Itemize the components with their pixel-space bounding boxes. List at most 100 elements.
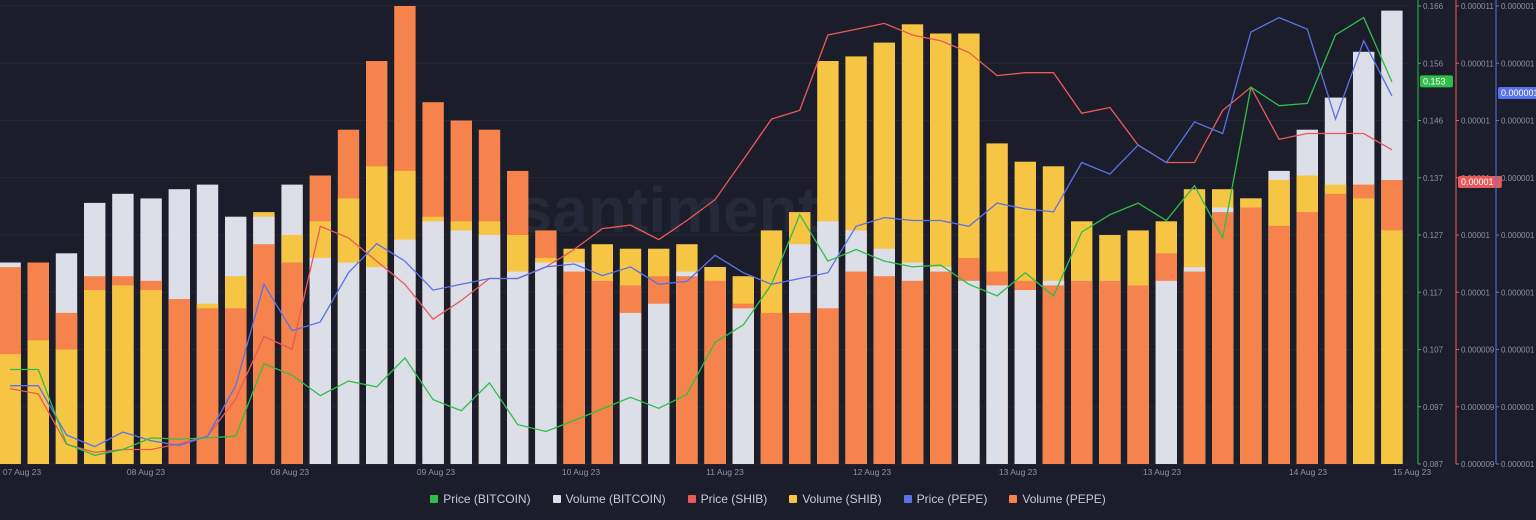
bitcoin-tick-label: 0.137 bbox=[1423, 174, 1444, 183]
shib-volume-bar bbox=[84, 290, 106, 464]
btc-volume-bar bbox=[366, 267, 388, 464]
chart-legend: Price (BITCOIN) Volume (BITCOIN) Price (… bbox=[0, 486, 1536, 512]
legend-swatch bbox=[552, 495, 561, 503]
pepe-volume-bar bbox=[1268, 225, 1290, 464]
legend-label: Price (PEPE) bbox=[916, 492, 988, 506]
x-tick-label: 08 Aug 23 bbox=[271, 467, 310, 477]
legend-item-shib-volume[interactable]: Volume (SHIB) bbox=[789, 492, 882, 506]
pepe-volume-bar bbox=[760, 312, 783, 464]
pepe-volume-bar bbox=[930, 271, 952, 464]
shib-tick-label: 0.000011 bbox=[1461, 2, 1494, 11]
bitcoin-price-badge-label: 0.153 bbox=[1423, 76, 1446, 86]
pepe-volume-bar bbox=[563, 271, 585, 464]
price-lines bbox=[9, 16, 1393, 456]
pepe-volume-bar bbox=[704, 280, 726, 464]
pepe-volume-bar bbox=[1212, 212, 1234, 464]
pepe-tick-label: 0.000001 bbox=[1501, 288, 1535, 297]
x-axis: 07 Aug 23 08 Aug 23 08 Aug 23 09 Aug 23 10 A… bbox=[3, 467, 1432, 477]
x-tick-label: 14 Aug 23 bbox=[1289, 467, 1328, 477]
chart-canvas: santiment 0.1660.1560.1460.1370.1270.117… bbox=[0, 0, 1536, 477]
shib-tick-label: 0.00001 bbox=[1461, 231, 1490, 240]
pepe-volume-bar bbox=[253, 244, 275, 464]
x-tick-label: 12 Aug 23 bbox=[853, 467, 892, 477]
pepe-tick-label: 0.000001 bbox=[1501, 231, 1535, 240]
bitcoin-tick-label: 0.097 bbox=[1423, 403, 1444, 412]
btc-volume-bar bbox=[478, 235, 501, 464]
pepe-volume-bar bbox=[901, 280, 924, 464]
btc-volume-bar bbox=[1155, 280, 1177, 464]
shib-tick-label: 0.000009 bbox=[1461, 346, 1495, 355]
x-tick-label: 07 Aug 23 bbox=[3, 467, 42, 477]
shib-volume-bar bbox=[1353, 198, 1375, 464]
pepe-volume-bar bbox=[591, 280, 613, 464]
shib-tick-label: 0.000011 bbox=[1461, 59, 1494, 68]
legend-swatch bbox=[430, 495, 439, 503]
x-tick-label: 13 Aug 23 bbox=[1143, 467, 1182, 477]
pepe-volume-bar bbox=[1183, 271, 1206, 464]
btc-volume-bar bbox=[958, 280, 980, 464]
btc-volume-bar bbox=[450, 230, 472, 464]
legend-swatch bbox=[903, 495, 912, 503]
pepe-volume-bar bbox=[845, 271, 867, 464]
shib-volume-bar bbox=[27, 340, 49, 464]
pepe-volume-bar bbox=[873, 276, 895, 464]
x-tick-label: 11 Aug 23 bbox=[706, 467, 744, 477]
bitcoin-price-line bbox=[10, 16, 1393, 456]
btc-volume-bar bbox=[309, 257, 331, 464]
x-tick-label: 10 Aug 23 bbox=[562, 467, 601, 477]
bitcoin-tick-label: 0.156 bbox=[1423, 59, 1444, 68]
pepe-volume-bar bbox=[1240, 207, 1262, 464]
legend-item-bitcoin-volume[interactable]: Volume (BITCOIN) bbox=[552, 492, 666, 506]
x-tick-label: 08 Aug 23 bbox=[127, 467, 166, 477]
btc-volume-bar bbox=[986, 285, 1008, 464]
btc-volume-bar bbox=[337, 262, 360, 464]
shib-tick-label: 0.000009 bbox=[1461, 460, 1495, 469]
pepe-volume-bar bbox=[789, 312, 811, 464]
shib-volume-bar bbox=[112, 285, 134, 464]
pepe-price-badge-label: 0.000001 bbox=[1501, 88, 1536, 98]
btc-volume-bar bbox=[394, 239, 416, 464]
pepe-tick-label: 0.000001 bbox=[1501, 403, 1535, 412]
bitcoin-tick-label: 0.146 bbox=[1423, 117, 1444, 126]
y-axes: 0.166 0.156 0.146 0.137 0.127 0.117 0.107 0.097… bbox=[1417, 0, 1536, 469]
legend-item-pepe-price[interactable]: Price (PEPE) bbox=[903, 492, 988, 506]
pepe-volume-bar bbox=[1296, 212, 1318, 464]
x-tick-label: 15 Aug 23 bbox=[1393, 467, 1432, 477]
pepe-tick-label: 0.000001 bbox=[1501, 174, 1535, 183]
btc-volume-bar bbox=[535, 262, 557, 464]
legend-label: Volume (SHIB) bbox=[802, 492, 882, 506]
shib-price-badge bbox=[1458, 176, 1502, 188]
bitcoin-price-badge bbox=[1420, 75, 1453, 88]
legend-item-bitcoin-price[interactable]: Price (BITCOIN) bbox=[430, 492, 531, 506]
pepe-volume-bar bbox=[1071, 280, 1093, 464]
shib-price-badge-label: 0.00001 bbox=[1461, 177, 1494, 187]
shib-tick-label: 0.000009 bbox=[1461, 403, 1495, 412]
btc-volume-bar bbox=[648, 303, 670, 464]
pepe-volume-bar bbox=[1099, 280, 1121, 464]
x-tick-label: 09 Aug 23 bbox=[417, 467, 456, 477]
shib-tick-label: 0.00001 bbox=[1461, 288, 1490, 297]
pepe-volume-bar bbox=[1127, 285, 1149, 464]
bitcoin-tick-label: 0.117 bbox=[1423, 288, 1443, 297]
bitcoin-tick-label: 0.166 bbox=[1423, 2, 1444, 11]
legend-swatch bbox=[789, 495, 798, 503]
pepe-tick-label: 0.000001 bbox=[1501, 2, 1535, 11]
pepe-tick-label: 0.000001 bbox=[1501, 117, 1535, 126]
shib-volume-bar bbox=[1381, 230, 1403, 464]
legend-swatch bbox=[1009, 495, 1018, 503]
pepe-volume-bar bbox=[817, 308, 839, 464]
legend-item-shib-price[interactable]: Price (SHIB) bbox=[687, 492, 767, 506]
legend-label: Volume (PEPE) bbox=[1022, 492, 1106, 506]
legend-item-pepe-volume[interactable]: Volume (PEPE) bbox=[1009, 492, 1106, 506]
bitcoin-tick-label: 0.087 bbox=[1423, 460, 1444, 469]
shib-tick-label: 0.00001 bbox=[1461, 117, 1490, 126]
pepe-volume-bar bbox=[168, 299, 190, 464]
pepe-volume-bar bbox=[281, 262, 303, 464]
pepe-volume-bar bbox=[196, 308, 219, 464]
legend-label: Price (BITCOIN) bbox=[443, 492, 531, 506]
pepe-price-line bbox=[10, 16, 1393, 448]
shib-volume-bar bbox=[140, 290, 162, 464]
shib-volume-bar bbox=[0, 354, 21, 464]
pepe-volume-bar bbox=[1324, 193, 1347, 465]
pepe-tick-label: 0.000001 bbox=[1501, 460, 1535, 469]
